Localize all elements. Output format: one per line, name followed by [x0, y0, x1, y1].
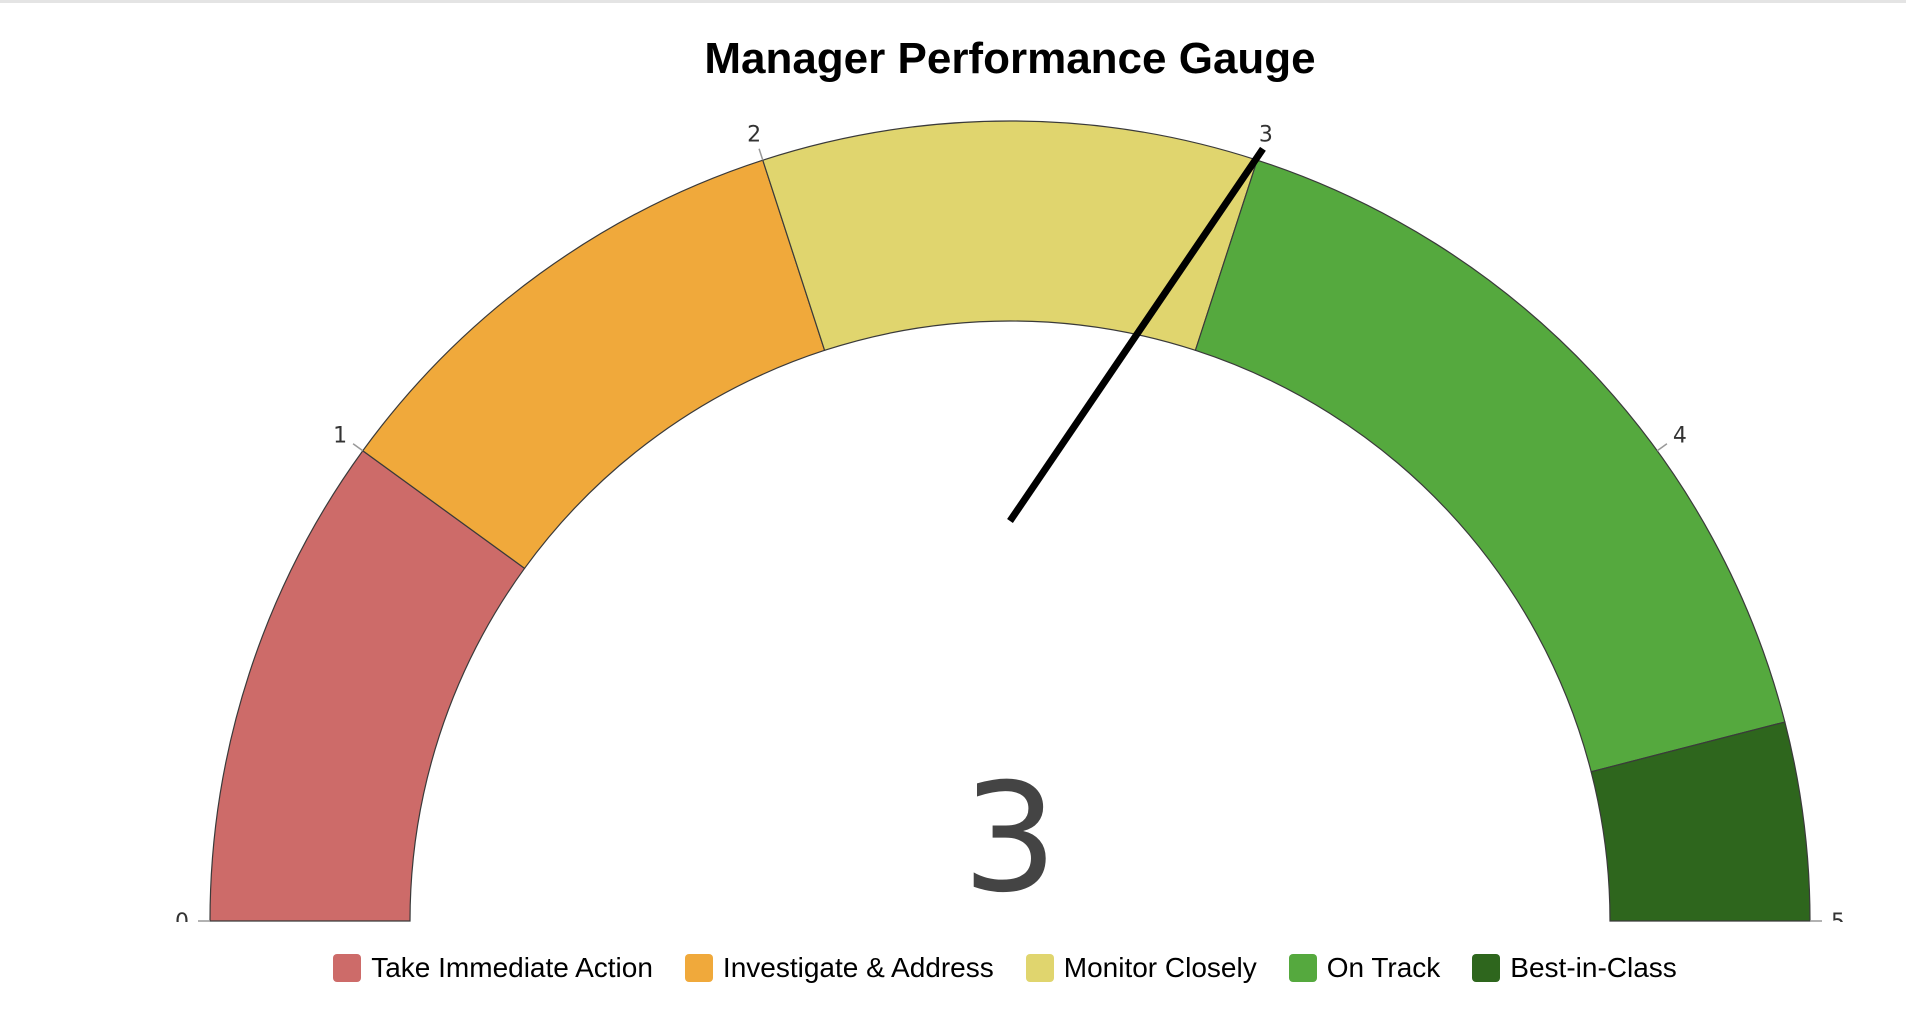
gauge-value-label: 3 — [962, 752, 1057, 926]
gauge-chart: 0 1 2 3 4 5 3 — [175, 120, 1845, 930]
gauge-tick-label-3: 3 — [1259, 123, 1273, 148]
legend-label: Take Immediate Action — [371, 952, 653, 983]
gauge-band-3 — [762, 120, 1258, 352]
gauge-band-4 — [1194, 159, 1786, 773]
legend-label: On Track — [1326, 952, 1441, 983]
gauge-tick-label-4: 4 — [1673, 423, 1687, 448]
gauge-bands — [209, 120, 1811, 922]
legend-item-5: Best-in-Class — [1472, 952, 1677, 984]
chart-title: Manager Performance Gauge — [704, 34, 1316, 83]
legend-label: Best-in-Class — [1510, 952, 1677, 983]
legend-swatch — [333, 954, 362, 982]
legend-swatch — [684, 954, 713, 982]
gauge-band-5 — [1590, 721, 1811, 922]
gauge-tick-label-2: 2 — [747, 123, 761, 148]
legend-swatch — [1288, 954, 1317, 982]
legend-item-1: Take Immediate Action — [333, 952, 653, 984]
legend-item-3: Monitor Closely — [1025, 952, 1257, 984]
gauge-tick-2 — [758, 148, 764, 161]
gauge-needle — [1007, 146, 1266, 523]
legend-item-2: Investigate & Address — [684, 952, 994, 984]
gauge-tick-4 — [1656, 443, 1668, 452]
legend-swatch — [1472, 954, 1501, 982]
gauge-tick-label-5: 5 — [1831, 910, 1845, 930]
legend-item-4: On Track — [1288, 952, 1441, 984]
top-divider — [0, 0, 1906, 3]
gauge-tick-1 — [352, 443, 364, 452]
legend: Take Immediate Action Investigate & Addre… — [0, 952, 1906, 984]
gauge-tick-label-0: 0 — [175, 910, 189, 930]
legend-swatch — [1025, 954, 1054, 982]
legend-label: Investigate & Address — [722, 952, 994, 983]
legend-label: Monitor Closely — [1063, 952, 1257, 983]
gauge-tick-label-1: 1 — [333, 423, 347, 448]
